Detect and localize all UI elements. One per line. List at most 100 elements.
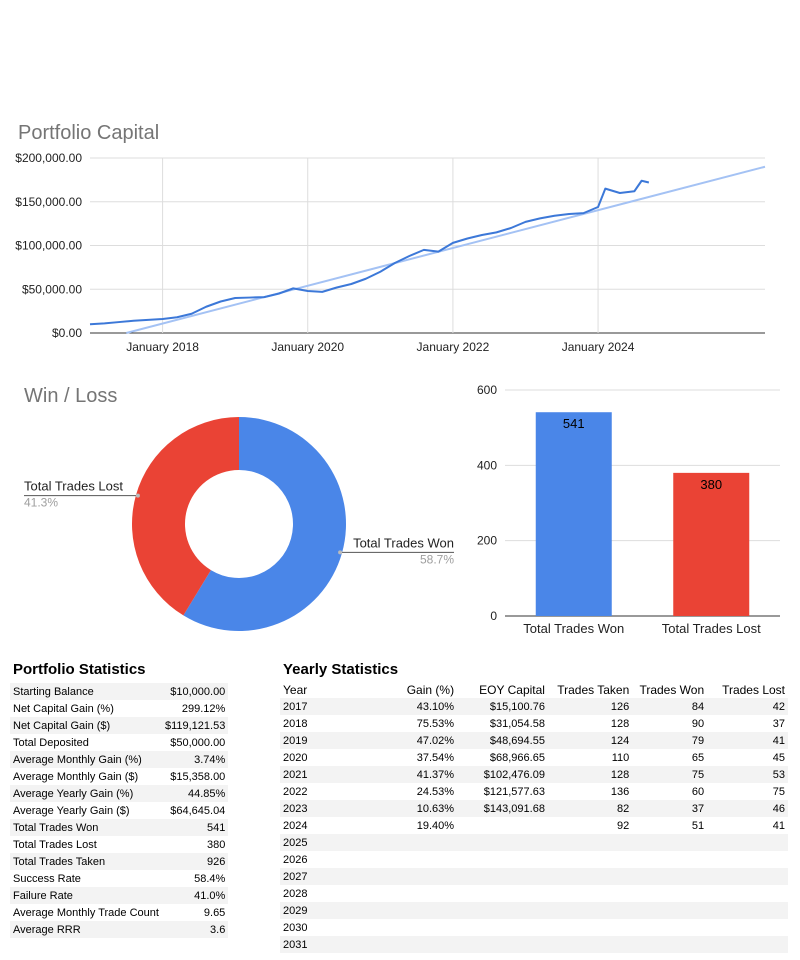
portfolio-stat-row: Starting Balance $10,000.00 (10, 683, 229, 700)
yearly-cell: 126 (547, 698, 633, 715)
yearly-cell (547, 868, 633, 885)
yearly-cell: $102,476.09 (457, 766, 548, 783)
y-tick-label: 200 (477, 534, 497, 548)
yearly-cell: 75 (772, 785, 785, 798)
yearly-cell: 41 (707, 732, 788, 749)
yearly-cell (393, 868, 458, 885)
yearly-cell: 110 (611, 751, 630, 764)
yearly-header-cell: Year (283, 682, 308, 697)
portfolio-stat-row: Net Capital Gain (%) 299.12% (10, 700, 228, 717)
stat-value: $50,000.00 (170, 736, 226, 749)
yearly-cell (457, 919, 548, 936)
yearly-cell (707, 885, 788, 902)
yearly-cell: 136 (610, 785, 630, 798)
yearly-cell (632, 919, 707, 936)
leader-dot (135, 493, 140, 498)
yearly-header-cell: Trades Taken (557, 682, 630, 697)
yearly-cell: 2025 (280, 834, 394, 851)
yearly-row: 2019 47.02% $48,694.55 124 79 41 (280, 732, 788, 749)
stat-value: 299.12% (181, 702, 226, 715)
portfolio-stat-row: Net Capital Gain ($) $119,121.53 (10, 717, 229, 734)
stat-value: 9.65 (203, 906, 226, 919)
stat-value: $119,121.53 (161, 717, 229, 734)
yearly-cell (457, 902, 548, 919)
portfolio-stat-row: Average Yearly Gain (%) 44.85% (10, 785, 229, 802)
donut-chart-svg: Win / Loss Total Trades Won 58.7% Total Tra… (24, 385, 454, 631)
slice-pct-label: 41.3% (24, 496, 58, 510)
win-loss-chart: Win / Loss Total Trades Won 58.7% Total Tra… (10, 372, 470, 647)
yearly-row: 2029 (280, 902, 788, 919)
yearly-cell: $48,694.55 (457, 732, 548, 749)
bar (535, 412, 612, 616)
line-chart-svg: Portfolio Capital $200,000.00 $150,000.00 $… (15, 122, 766, 354)
stat-label: Failure Rate (10, 887, 162, 904)
slice-label: Total Trades Lost (24, 479, 123, 494)
yearly-cell: 19.40% (416, 819, 455, 832)
stat-value: $10,000.00 (161, 683, 229, 700)
x-tick-label: January 2022 (417, 340, 490, 354)
yearly-cell: 53 (707, 766, 788, 783)
yearly-cell: 2030 (283, 921, 308, 934)
yearly-cell: 37 (632, 800, 708, 817)
yearly-row: 2022 24.53% $121,577.63 136 60 75 (280, 783, 788, 800)
yearly-cell (632, 936, 708, 953)
yearly-cell: $143,091.68 (457, 800, 548, 817)
stat-value: 44.85% (161, 785, 229, 802)
portfolio-stat-row: Average Monthly Gain (%) 3.74% (10, 751, 229, 768)
yearly-cell: 82 (547, 800, 633, 817)
yearly-cell: 2031 (280, 936, 394, 953)
yearly-cell: 2023 (280, 800, 394, 817)
yearly-cell (707, 919, 788, 936)
yearly-cell: 2027 (280, 868, 394, 885)
stat-label: Total Trades Taken (10, 853, 162, 870)
yearly-row: 2023 10.63% $143,091.68 82 37 46 (280, 800, 788, 817)
yearly-cell: 128 (547, 766, 633, 783)
stat-label: Starting Balance (10, 683, 162, 700)
yearly-cell: 2024 (283, 819, 308, 832)
stat-label: Success Rate (13, 872, 81, 885)
chart-title: Win / Loss (24, 385, 117, 407)
yearly-cell (393, 936, 458, 953)
yearly-cell (707, 834, 788, 851)
yearly-cell: 37 (772, 717, 785, 730)
yearly-cell (394, 851, 457, 868)
portfolio-stat-row: Total Trades Won 541 (10, 819, 229, 836)
stat-label: Total Trades Lost (13, 838, 97, 851)
y-tick-label: $50,000.00 (22, 282, 82, 296)
yearly-row: 2030 (280, 919, 788, 936)
portfolio-stat-row: Average RRR 3.6 (10, 921, 229, 938)
portfolio-stats-title: Portfolio Statistics (13, 661, 146, 678)
yearly-cell: 37.54% (416, 751, 455, 764)
y-tick-label: $200,000.00 (15, 151, 82, 165)
yearly-cell: 46 (707, 800, 788, 817)
leader-dot (338, 550, 343, 555)
stat-label: Average Monthly Gain (%) (10, 751, 162, 768)
yearly-cell: 51 (691, 819, 705, 832)
yearly-cell (457, 868, 548, 885)
stat-label: Net Capital Gain ($) (10, 717, 162, 734)
stat-value: 58.4% (194, 872, 226, 885)
yearly-row: 2031 (280, 936, 788, 953)
stat-value: $15,358.00 (170, 770, 226, 783)
yearly-stats-title: Yearly Statistics (283, 661, 399, 678)
stat-label: Average Monthly Gain ($) (13, 770, 139, 783)
yearly-cell: $15,100.76 (457, 698, 548, 715)
stat-label: Average Yearly Gain (%) (10, 785, 162, 802)
yearly-header-cell: Trades Lost (722, 682, 785, 697)
chart-title: Portfolio Capital (18, 122, 159, 144)
yearly-cell: 41 (772, 819, 785, 832)
yearly-cell: 2019 (280, 732, 394, 749)
yearly-cell (393, 834, 458, 851)
yearly-cell (394, 919, 457, 936)
stat-label: Average Yearly Gain ($) (13, 804, 130, 817)
yearly-row: 2025 (280, 834, 788, 851)
yearly-header-row: Year Gain (%) EOY Capital Trades Taken Trade… (280, 681, 788, 698)
yearly-cell: 60 (691, 785, 705, 798)
yearly-cell (393, 902, 458, 919)
stat-label: Net Capital Gain (%) (13, 702, 114, 715)
yearly-cell: 92 (617, 819, 630, 832)
yearly-cell (457, 936, 548, 953)
y-tick-label: $150,000.00 (15, 195, 82, 209)
yearly-cell: $68,966.65 (489, 751, 545, 764)
yearly-cell: 65 (691, 751, 705, 764)
